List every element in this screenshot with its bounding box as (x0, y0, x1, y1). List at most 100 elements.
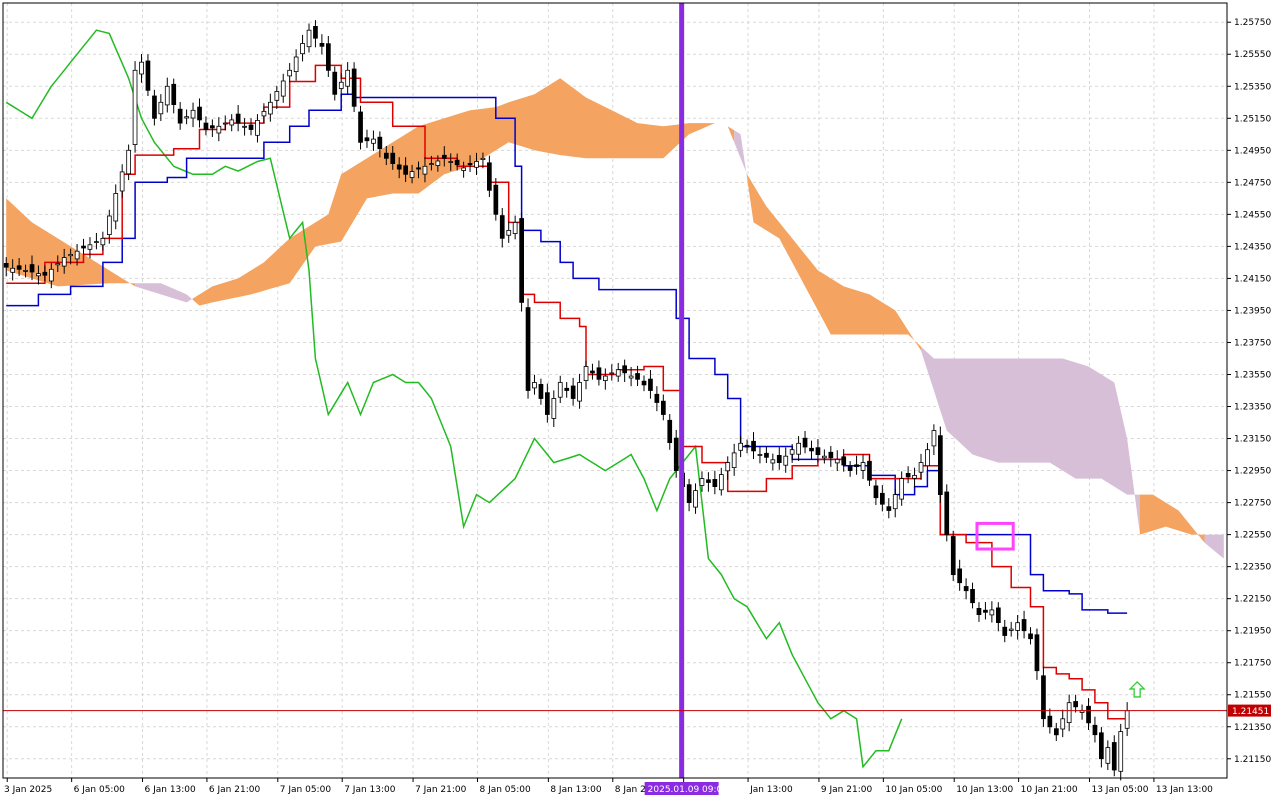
candle (255, 114, 260, 143)
candle-body-bear (983, 609, 988, 613)
candle (467, 155, 473, 172)
candle-body-bull (216, 125, 222, 134)
candle (725, 456, 731, 480)
candle (1118, 723, 1124, 781)
candle (1021, 610, 1027, 639)
candle-body-bear (16, 265, 22, 270)
candle (107, 209, 112, 244)
candle (383, 145, 389, 166)
candle (55, 255, 61, 273)
candle (635, 365, 640, 387)
candle-body-bear (1047, 715, 1053, 728)
candle-body-bear (847, 466, 853, 471)
candle-body-bear (29, 264, 35, 273)
candle-body-bull (512, 221, 518, 234)
candle (918, 453, 924, 480)
chikou-span-line (5, 29, 903, 769)
candle (499, 207, 505, 248)
candle (976, 602, 982, 622)
candle-body-bear (519, 218, 525, 303)
candle-body-bear (441, 154, 447, 159)
candle-body-bull (409, 171, 415, 178)
candle (519, 212, 525, 312)
candle-body-bear (235, 113, 241, 124)
candle (757, 446, 763, 464)
highlight-box (975, 521, 1015, 551)
candle (209, 119, 215, 138)
candle (925, 443, 930, 472)
candle (590, 363, 595, 380)
candle (1015, 614, 1021, 640)
candle (358, 105, 363, 150)
candle (912, 467, 917, 488)
candle-body-bear (1073, 701, 1078, 708)
y-tick-label: 1.25550 (1234, 50, 1271, 60)
candle-body-bear (467, 162, 473, 166)
y-tick-label: 1.24150 (1234, 274, 1271, 284)
candle (751, 432, 756, 460)
candle (989, 601, 995, 623)
candle-body-bear (570, 385, 576, 399)
candle (94, 232, 99, 250)
candle (36, 265, 41, 285)
candle (29, 255, 35, 281)
candle-body-bull (899, 478, 905, 500)
candle (880, 485, 885, 512)
candle-body-bull (789, 449, 795, 455)
candle (809, 440, 814, 460)
candle-body-bear (248, 124, 254, 130)
candle-body-bull (55, 263, 61, 266)
candle-body-bear (654, 393, 660, 403)
candle (390, 145, 396, 170)
candle-body-bear (751, 440, 756, 452)
kumo-bear-segment (1204, 534, 1224, 559)
candle (1124, 702, 1130, 737)
y-tick-label: 1.22750 (1234, 499, 1271, 509)
candle-body-bear (1086, 705, 1091, 724)
x-tick-label: 7 Jan 13:00 (344, 785, 396, 795)
candle-body-bear (706, 479, 711, 483)
x-tick-label: 6 Jan 13:00 (145, 785, 197, 795)
candle (622, 359, 628, 383)
candle-body-bull (796, 442, 802, 455)
candle (435, 155, 441, 172)
candle-body-bull (107, 215, 112, 236)
candle-body-bull (757, 454, 763, 456)
candle (229, 114, 235, 132)
y-tick-label: 1.23750 (1234, 338, 1271, 348)
candle-body-bear (944, 491, 950, 535)
candle-body-bear (81, 245, 86, 249)
candle-body-bull (229, 119, 235, 126)
candle-body-bear (622, 365, 628, 374)
candle (267, 93, 273, 122)
candle-body-bull (1105, 747, 1111, 764)
candle-body-bull (577, 382, 582, 402)
x-tick-label: 6 Jan 05:00 (74, 785, 126, 795)
candle (332, 66, 338, 101)
candle-body-bear (996, 607, 1001, 624)
candle (699, 471, 705, 492)
candle-body-bear (686, 484, 692, 504)
candle-body-bull (731, 452, 737, 468)
candle-body-bear (667, 419, 673, 443)
candle-body-bull (609, 372, 615, 375)
candle-body-bull (1008, 628, 1014, 631)
kumo-bear-segment (921, 346, 1140, 535)
candle-body-bear (744, 444, 750, 448)
candle-body-bull (119, 171, 125, 192)
candle (416, 161, 421, 179)
candle (1092, 716, 1098, 743)
kumo-bull-segment (747, 174, 921, 351)
candle (506, 221, 512, 243)
candle (61, 248, 67, 274)
candle-body-bull (287, 69, 293, 77)
candle-body-bull (164, 85, 170, 106)
candle-body-bull (461, 167, 467, 171)
candle (171, 78, 177, 114)
candle (100, 231, 106, 251)
candle (970, 582, 975, 609)
candle (783, 447, 789, 473)
candle-body-bull (261, 111, 267, 117)
